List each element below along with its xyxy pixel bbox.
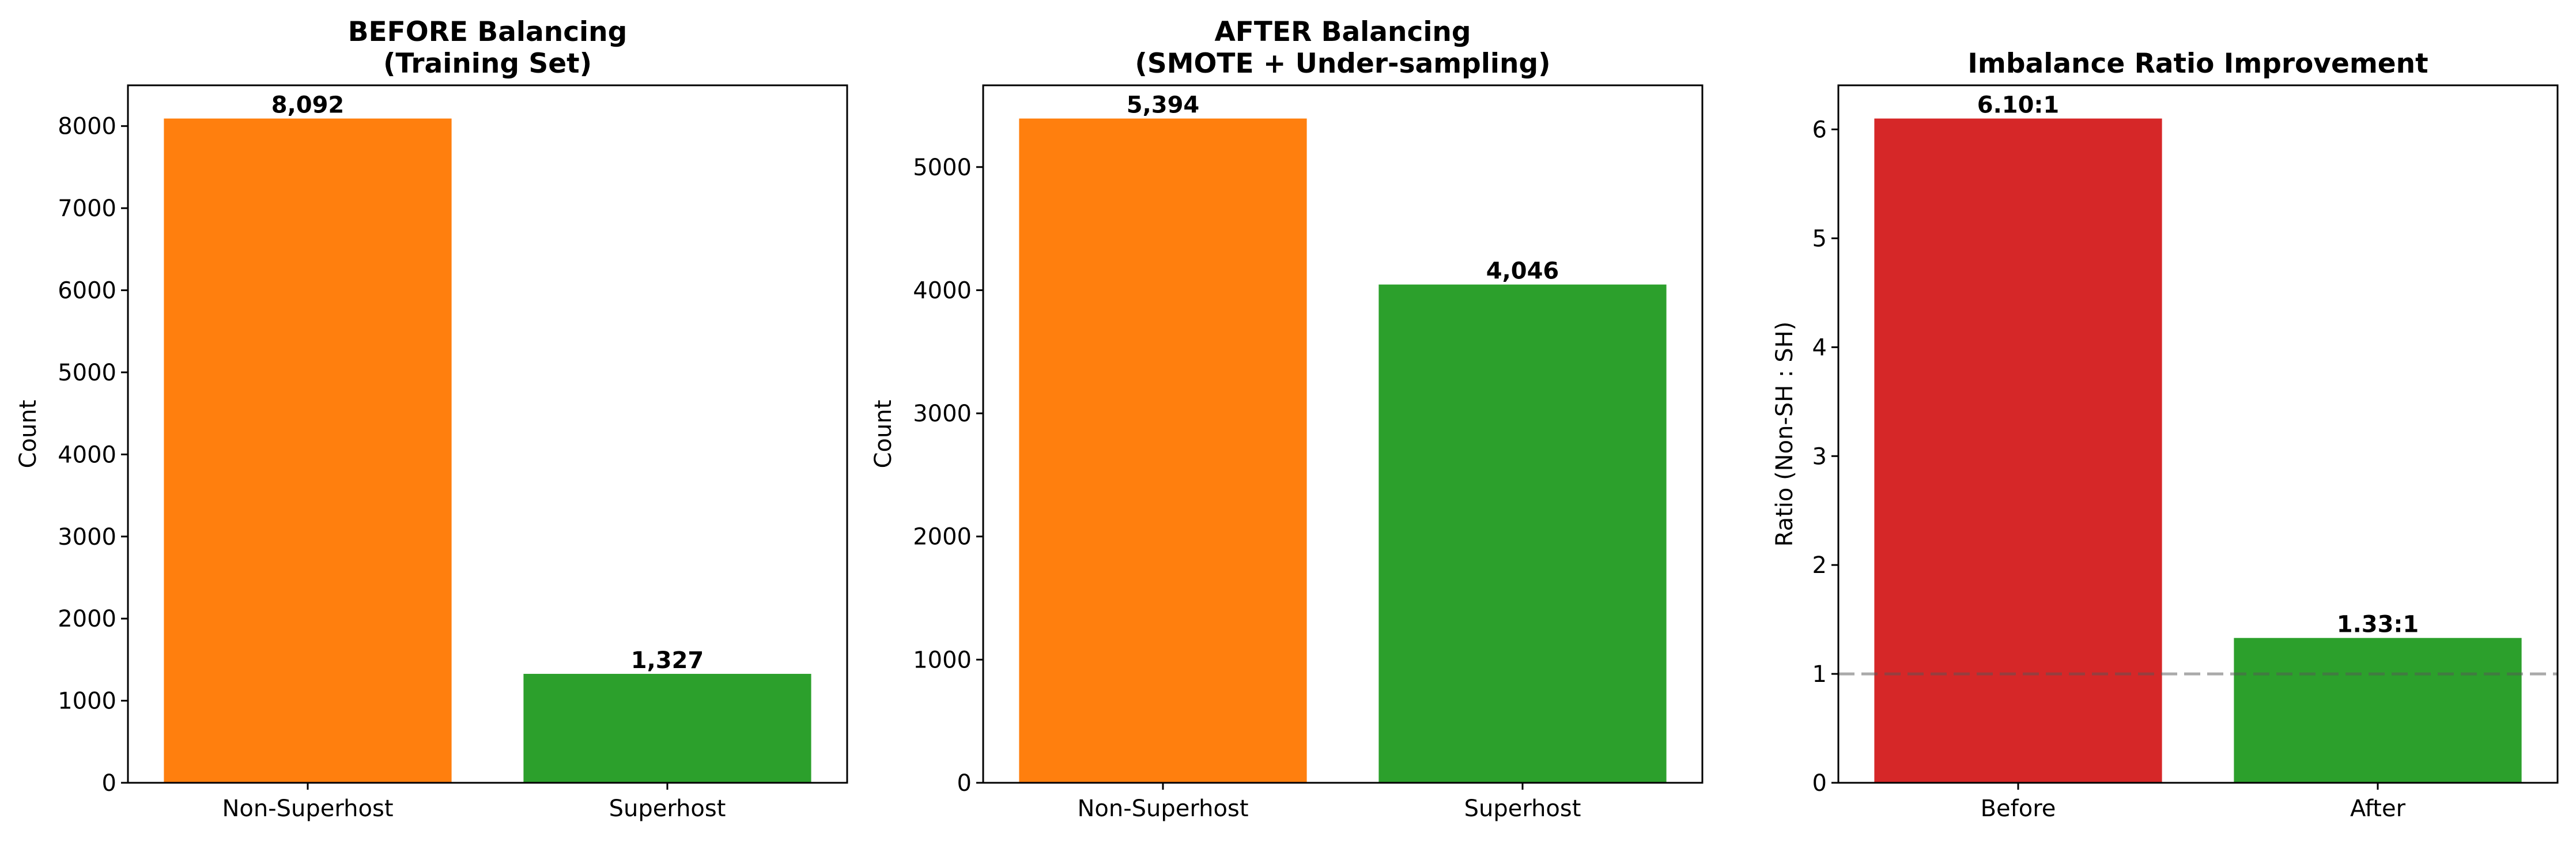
y-tick-label: 0: [102, 770, 116, 797]
y-tick-label: 4: [1812, 334, 1827, 361]
y-tick-label: 5000: [913, 154, 972, 181]
axes-frame: [127, 84, 848, 784]
chart-panel-1: 8,092 1,327 0 1000 2000 3000 4000 5000 6000 7000 8…: [15, 16, 848, 822]
y-axis-label: Count: [870, 400, 897, 469]
y-tick-label: 2000: [913, 524, 972, 550]
y-tick-label: 2: [1812, 552, 1827, 579]
x-tick-label: Before: [1981, 795, 2056, 822]
y-tick-label: 0: [957, 770, 972, 797]
y-tick-label: 4000: [913, 277, 972, 304]
bar-before: [1874, 118, 2162, 783]
axes-frame: [982, 84, 1704, 784]
y-tick-label: 2000: [58, 606, 116, 632]
x-tick-label: Superhost: [1464, 795, 1581, 822]
bar-after: [2234, 638, 2522, 783]
bar-superhost: [1378, 284, 1667, 783]
bar-value-label: 1,327: [631, 647, 704, 674]
y-tick-label: 6000: [58, 278, 116, 304]
chart-title: AFTER Balancing: [1214, 16, 1471, 48]
y-tick-label: 1000: [58, 688, 116, 715]
bar-superhost: [523, 674, 811, 783]
bar-non-superhost: [164, 118, 452, 783]
chart-panel-2: 5,394 4,046 0 1000 2000 3000 4000 5000 Non-Super…: [870, 16, 1704, 822]
y-axis-label: Ratio (Non-SH : SH): [1772, 322, 1798, 547]
y-tick-label: 5: [1812, 225, 1827, 252]
chart-title: (SMOTE + Under-sampling): [1135, 48, 1550, 80]
x-tick-label: Non-Superhost: [222, 795, 393, 822]
y-tick-label: 6: [1812, 117, 1827, 144]
y-tick-label: 1000: [913, 647, 972, 673]
y-tick-label: 0: [1812, 770, 1827, 797]
y-tick-label: 7000: [58, 195, 116, 222]
y-tick-label: 3000: [58, 524, 116, 550]
x-tick-label: Non-Superhost: [1077, 795, 1248, 822]
bar-value-label: 8,092: [271, 92, 345, 119]
bar-value-label: 4,046: [1486, 258, 1559, 285]
chart-panel-3: 6.10:1 1.33:1 0 1 2 3 4 5 6 Before After Ratio (Non…: [1772, 48, 2559, 822]
chart-title: Imbalance Ratio Improvement: [1967, 48, 2428, 80]
chart-title: BEFORE Balancing: [348, 16, 628, 48]
bar-value-label: 5,394: [1127, 92, 1200, 119]
bar-value-label: 1.33:1: [2337, 612, 2419, 638]
y-tick-label: 4000: [58, 442, 116, 468]
x-tick-label: Superhost: [609, 795, 726, 822]
y-axis-label: Count: [15, 400, 41, 469]
y-tick-label: 5000: [58, 360, 116, 386]
bar-value-label: 6.10:1: [1977, 92, 2060, 119]
chart-title: (Training Set): [383, 48, 592, 80]
axes-frame: [1837, 84, 2559, 784]
y-tick-label: 3000: [913, 401, 972, 427]
x-tick-label: After: [2350, 795, 2406, 822]
y-tick-label: 1: [1812, 661, 1827, 688]
bar-non-superhost: [1019, 118, 1307, 783]
y-tick-label: 3: [1812, 443, 1827, 470]
y-tick-label: 8000: [58, 114, 116, 140]
